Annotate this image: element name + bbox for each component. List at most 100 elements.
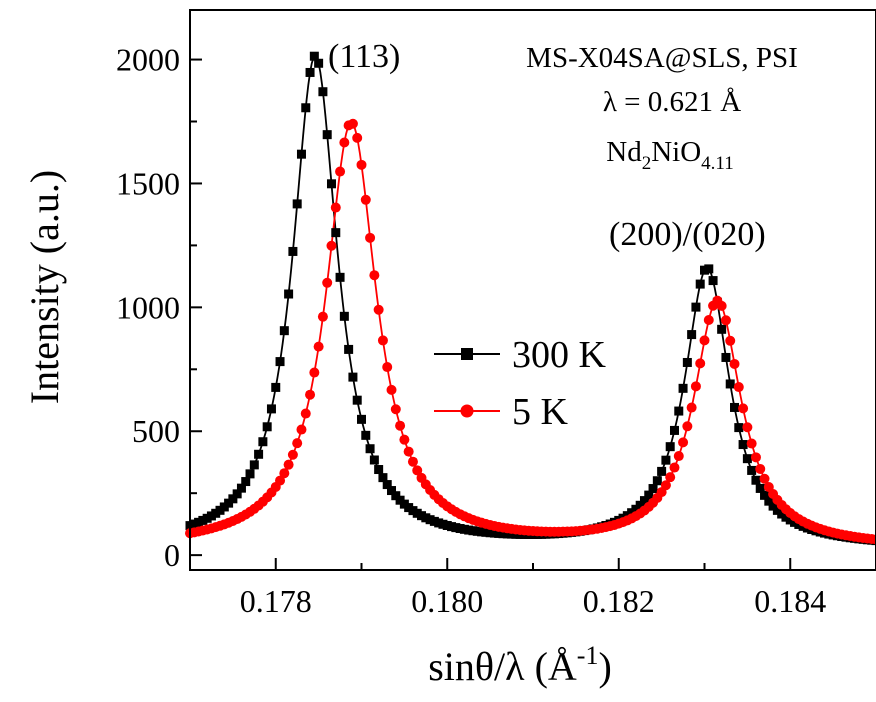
data-point-300k (241, 477, 251, 487)
x-axis-ticks: 0.178 0.180 0.182 0.184 (189, 558, 876, 619)
data-point-5k (750, 452, 761, 463)
data-point-5k (673, 451, 684, 462)
data-point-300k (339, 311, 349, 321)
data-point-5k (729, 358, 740, 369)
data-point-5k (335, 166, 346, 177)
data-point-5k (275, 475, 286, 486)
data-point-300k (374, 465, 384, 475)
y-tick-label: 500 (132, 413, 180, 449)
data-point-5k (678, 437, 689, 448)
data-point-300k (704, 264, 714, 274)
data-point-300k (361, 430, 371, 440)
data-point-300k (279, 326, 289, 336)
data-point-5k (322, 277, 333, 288)
data-point-300k (652, 476, 662, 486)
data-point-300k (249, 460, 259, 470)
data-point-300k (296, 149, 306, 159)
data-point-5k (365, 232, 376, 243)
data-point-5k (403, 446, 414, 457)
data-point-300k (352, 395, 362, 405)
data-point-5k (669, 462, 680, 473)
data-point-5k (703, 315, 714, 326)
data-point-300k (266, 404, 276, 414)
data-point-300k (657, 466, 667, 476)
data-point-5k (313, 341, 324, 352)
data-point-300k (678, 383, 688, 393)
data-point-300k (734, 423, 744, 433)
x-axis-title: sinθ/λ (Å-1) (428, 641, 612, 689)
data-point-300k (258, 437, 268, 447)
data-point-300k (245, 469, 255, 479)
data-point-300k (764, 496, 774, 506)
data-point-300k (254, 449, 264, 459)
data-point-5k (356, 159, 367, 170)
data-point-5k (759, 473, 770, 484)
data-point-300k (755, 483, 765, 493)
data-point-300k (348, 372, 358, 382)
data-point-5k (390, 404, 401, 415)
data-point-300k (262, 422, 272, 432)
peak-label-113: (113) (328, 38, 400, 75)
data-point-300k (730, 402, 740, 412)
data-point-5k (695, 358, 706, 369)
data-point-5k (412, 465, 423, 476)
data-point-5k (330, 202, 341, 213)
data-point-300k (387, 486, 397, 496)
data-point-300k (365, 444, 375, 454)
data-point-300k (648, 484, 658, 494)
data-point-5k (733, 382, 744, 393)
data-point-300k (691, 302, 701, 312)
data-point-300k (682, 357, 692, 367)
data-point-300k (369, 455, 379, 465)
data-point-300k (322, 130, 332, 140)
data-point-5k (279, 468, 290, 479)
data-point-5k (296, 424, 307, 435)
data-point-300k (271, 382, 281, 392)
data-point-5k (686, 402, 697, 413)
data-point-5k (665, 472, 676, 483)
data-point-5k (407, 456, 418, 467)
data-point-5k (292, 438, 303, 449)
x-tick-label: 0.184 (754, 583, 826, 619)
legend-marker-5k (460, 404, 474, 418)
data-point-5k (871, 534, 876, 545)
data-point-5k (682, 421, 693, 432)
data-point-5k (382, 362, 393, 373)
data-point-5k (317, 311, 328, 322)
y-axis-title: Intensity (a.u.) (22, 170, 67, 404)
data-point-5k (283, 459, 294, 470)
data-point-300k (708, 276, 718, 286)
legend: 300 K 5 K (434, 334, 607, 433)
data-point-300k (725, 379, 735, 389)
data-point-5k (720, 315, 731, 326)
x-tick-label: 0.180 (411, 583, 483, 619)
data-point-300k (639, 496, 649, 506)
data-point-300k (635, 500, 645, 510)
data-point-5k (352, 132, 363, 143)
data-point-300k (288, 246, 298, 256)
data-point-5k (339, 137, 350, 148)
data-point-5k (716, 300, 727, 311)
data-point-300k (378, 473, 388, 483)
data-point-5k (369, 270, 380, 281)
data-point-5k (360, 194, 371, 205)
data-point-300k (331, 228, 341, 238)
data-point-300k (751, 475, 761, 485)
data-point-5k (326, 240, 337, 251)
data-point-300k (236, 483, 246, 493)
data-point-300k (721, 352, 731, 362)
y-axis-ticks: 0 500 1000 1500 2000 (116, 42, 202, 573)
data-point-300k (301, 103, 311, 113)
data-point-5k (347, 118, 358, 129)
data-point-300k (305, 67, 315, 77)
data-point-5k (305, 389, 316, 400)
data-point-300k (738, 440, 748, 450)
data-point-300k (232, 489, 242, 499)
data-point-300k (357, 414, 366, 424)
legend-marker-300k (461, 348, 473, 360)
data-point-5k (395, 420, 406, 431)
data-point-300k (292, 199, 302, 209)
data-point-300k (661, 455, 671, 465)
instrument-annotation: MS-X04SA@SLS, PSI (526, 42, 798, 74)
